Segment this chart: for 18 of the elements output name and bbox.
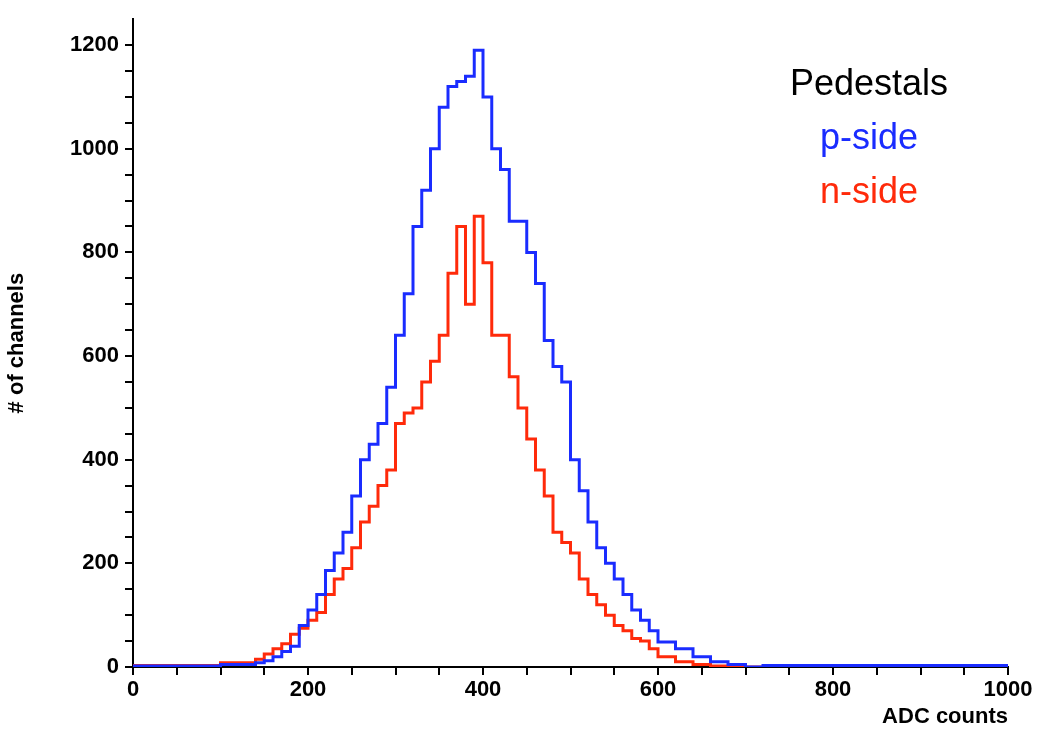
x-axis-title: ADC counts <box>882 702 1008 728</box>
text: p-side <box>818 115 919 159</box>
x-tick-label: 0 <box>126 676 140 702</box>
y-tick-label: 800 <box>82 238 119 264</box>
x-tick-label: 600 <box>639 676 677 702</box>
y-tick-label: 1000 <box>70 134 119 160</box>
y-tick-label: 0 <box>106 653 119 679</box>
y-tick-label: 200 <box>82 549 119 575</box>
x-tick-label: 1000 <box>983 676 1033 702</box>
x-tick-label: 800 <box>814 676 852 702</box>
text: n-side <box>818 169 919 213</box>
y-tick-label: 600 <box>82 342 119 368</box>
x-tick-label: 200 <box>289 676 327 702</box>
y-axis-title: # of channels <box>3 272 29 414</box>
x-tick-label: 400 <box>464 676 502 702</box>
legend-title: Pedestals <box>789 61 948 105</box>
y-tick-label: 400 <box>82 445 119 471</box>
y-tick-label: 1200 <box>70 31 119 57</box>
